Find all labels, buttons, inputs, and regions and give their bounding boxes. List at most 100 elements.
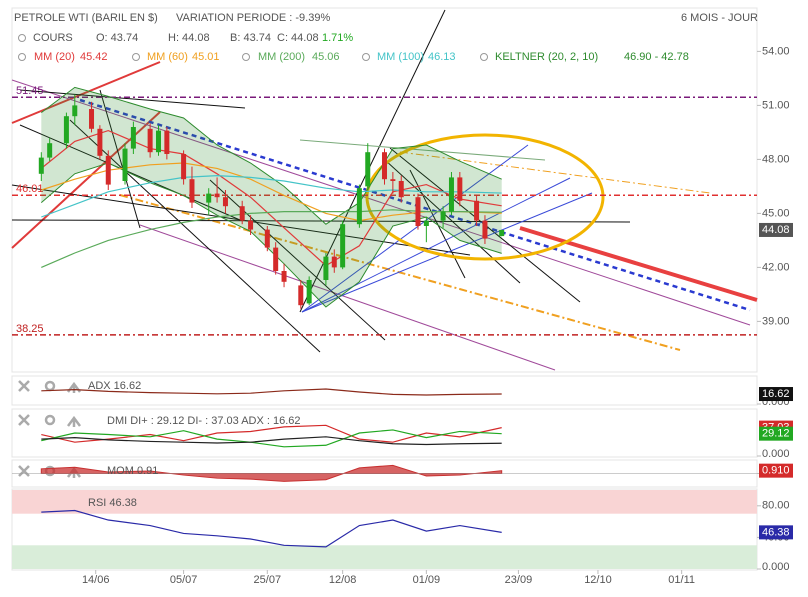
candle-body xyxy=(457,177,463,201)
quote-open: O: 43.74 xyxy=(96,32,138,44)
candle-body xyxy=(323,256,329,280)
candle-body xyxy=(390,179,396,181)
candle-body xyxy=(189,179,195,203)
y-tick-label: 45.00 xyxy=(762,207,790,219)
x-tick-label: 14/06 xyxy=(82,574,110,586)
period: 6 MOIS - JOUR xyxy=(681,12,758,24)
main-panel xyxy=(11,7,758,373)
quote-change: 1.71% xyxy=(322,32,353,44)
value-tag xyxy=(759,387,793,402)
trend-line xyxy=(99,89,141,229)
candle-body xyxy=(340,224,346,268)
trend-line xyxy=(209,179,386,341)
y-tick-label: 48.00 xyxy=(762,153,790,165)
candle-body xyxy=(306,280,312,304)
level-label: 38.25 xyxy=(16,323,44,335)
chart-title: PETROLE WTI (BARIL EN $) xyxy=(14,12,158,24)
legend-dot xyxy=(362,53,370,61)
rsi-panel xyxy=(11,488,758,571)
legend-dot xyxy=(132,53,140,61)
x-tick-label: 25/07 xyxy=(254,574,282,586)
trend-line xyxy=(301,144,529,313)
indicator-line xyxy=(41,429,502,448)
x-tick-label: 01/11 xyxy=(668,574,695,586)
candle-body xyxy=(499,229,505,237)
x-tick-label: 23/09 xyxy=(505,574,533,586)
value-tag-label: 29.12 xyxy=(762,428,790,440)
indicator-line xyxy=(41,424,502,443)
legend-label: MM (200) xyxy=(258,51,305,63)
candle-body xyxy=(273,247,279,271)
y-tick-label: 0.000 xyxy=(762,448,790,460)
candle-body xyxy=(448,177,454,212)
candle-body xyxy=(298,285,304,306)
highlight-ellipse xyxy=(365,133,605,261)
quote-label: COURS xyxy=(33,32,73,44)
moving-average xyxy=(41,209,502,268)
level-label: 46.01 xyxy=(16,183,44,195)
legend-label: MM (20) xyxy=(34,51,75,63)
candle-body xyxy=(105,155,111,185)
legend-value: 46.13 xyxy=(428,51,456,63)
candle-body xyxy=(281,271,287,282)
trend-line xyxy=(69,119,321,353)
trend-line xyxy=(409,169,466,279)
y-tick-label: 80.00 xyxy=(762,500,790,512)
candle-body xyxy=(331,256,337,268)
candle-body xyxy=(206,193,212,203)
trend-line xyxy=(11,219,631,223)
candle-body xyxy=(97,128,103,156)
value-tag-label: 16.62 xyxy=(762,388,790,400)
value-tag-label: 0.910 xyxy=(762,465,790,477)
moving-average xyxy=(41,162,502,222)
legend-label: MM (100) xyxy=(377,51,424,63)
value-tag-label: 46.38 xyxy=(762,526,790,538)
trend-line xyxy=(519,226,758,302)
candle-body xyxy=(63,116,69,144)
trend-line xyxy=(399,151,711,194)
y-tick-label: 39.00 xyxy=(762,315,790,327)
value-tag xyxy=(759,426,793,441)
candle-body xyxy=(482,220,488,239)
trend-line xyxy=(79,98,751,312)
price-tag xyxy=(759,222,793,237)
candle-body xyxy=(356,188,362,225)
candle-body xyxy=(38,157,44,174)
dmi-panel xyxy=(11,408,758,458)
x-tick-label: 05/07 xyxy=(170,574,198,586)
x-tick-label: 01/09 xyxy=(413,574,441,586)
candle-body xyxy=(264,229,270,248)
candle-body xyxy=(415,197,421,226)
y-tick-label: 0.000 xyxy=(762,561,790,573)
indicator-label: DMI DI+ : 29.12 DI- : 37.03 ADX : 16.62 xyxy=(107,415,301,427)
level-label: 51.45 xyxy=(16,85,44,97)
x-tick-label: 12/10 xyxy=(584,574,612,586)
legend-value: 45.06 xyxy=(312,51,340,63)
candle-body xyxy=(222,197,228,207)
indicator-label: RSI 46.38 xyxy=(88,497,137,509)
candle-body xyxy=(423,220,429,226)
drawings xyxy=(11,9,758,371)
indicator-label: ADX 16.62 xyxy=(88,380,141,392)
trend-line xyxy=(384,159,521,284)
y-tick-label: 54.00 xyxy=(762,45,790,57)
trend-line xyxy=(301,177,571,313)
x-tick-label: 12/08 xyxy=(329,574,357,586)
candle-body xyxy=(181,154,187,180)
trend-line xyxy=(19,89,246,109)
candle-body xyxy=(214,193,220,198)
legend-dot xyxy=(242,53,250,61)
value-tag xyxy=(759,463,793,478)
legend-label: MM (60) xyxy=(147,51,188,63)
indicator-band xyxy=(12,545,757,569)
indicator-line xyxy=(41,509,502,548)
trend-line xyxy=(19,124,241,221)
legend-label: KELTNER (20, 2, 10) xyxy=(495,51,598,63)
candle-body xyxy=(155,130,161,153)
trend-line xyxy=(301,192,593,313)
candle-body xyxy=(122,148,128,181)
y-tick-label: 42.00 xyxy=(762,261,790,273)
trend-line xyxy=(299,139,546,161)
candle-body xyxy=(130,127,136,149)
candle-body xyxy=(164,130,170,154)
